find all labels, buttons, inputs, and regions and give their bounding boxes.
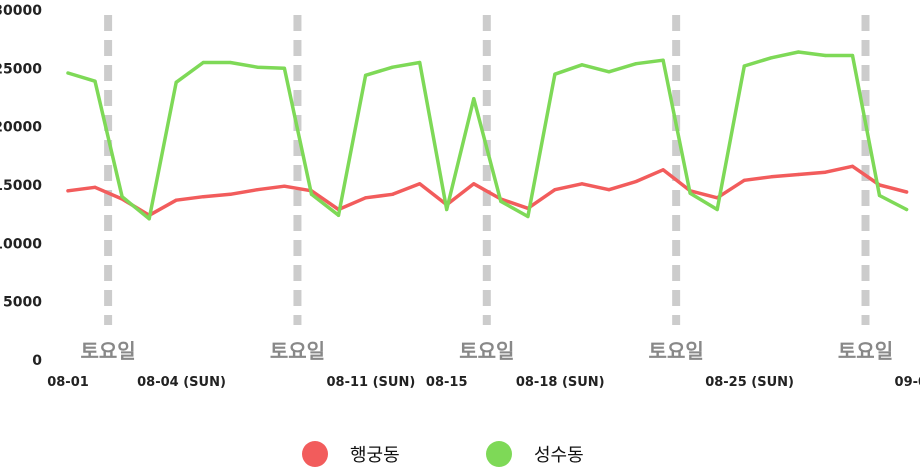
data-point — [553, 72, 557, 76]
data-point — [499, 199, 503, 203]
data-point — [796, 50, 800, 54]
data-point — [796, 172, 800, 177]
data-point — [850, 53, 855, 58]
data-point — [66, 71, 70, 75]
data-point — [309, 192, 314, 196]
legend-item-haenggung: 행궁동 — [302, 436, 400, 472]
saturday-label-3: 토요일 — [649, 339, 704, 363]
data-point — [418, 182, 422, 186]
data-point — [526, 214, 530, 219]
data-point — [823, 53, 828, 58]
data-point — [634, 62, 638, 66]
data-point — [93, 79, 97, 83]
data-point — [607, 70, 611, 74]
x-tick-label-5: 08-25 (SUN) — [705, 375, 794, 390]
y-tick-label-1: 25000 — [0, 61, 42, 77]
series-line-0 — [66, 164, 909, 218]
data-point — [850, 164, 855, 168]
data-point — [688, 191, 692, 195]
data-point — [607, 188, 611, 192]
y-tick-label-2: 20000 — [0, 120, 42, 136]
data-point — [769, 175, 773, 179]
x-tick-label-2: 08-11 (SUN) — [327, 375, 416, 390]
data-point — [282, 184, 286, 188]
legend-label-haenggung: 행궁동 — [350, 445, 400, 466]
x-tick-label-1: 08-04 (SUN) — [137, 375, 226, 390]
y-tick-label-6: 0 — [32, 353, 42, 369]
x-tick-label-6: 09-01 (SUN) — [895, 375, 920, 390]
data-point — [742, 64, 746, 68]
data-point — [228, 60, 232, 65]
data-point — [391, 65, 395, 69]
legend-label-seongsu: 성수동 — [534, 445, 584, 466]
data-point — [904, 207, 909, 212]
data-point — [634, 179, 638, 184]
data-point — [553, 188, 557, 192]
data-point — [147, 217, 151, 221]
data-point — [445, 207, 449, 212]
data-point — [228, 192, 232, 196]
data-point — [255, 65, 259, 69]
x-axis: 08-01 08-04 (SUN) 08-11 (SUN) 08-15 08-18 (S… — [47, 375, 920, 390]
data-point — [66, 189, 70, 193]
data-point — [769, 56, 773, 60]
saturday-label-1: 토요일 — [270, 339, 325, 363]
data-point — [904, 190, 909, 194]
legend: 행궁동 성수동 — [0, 436, 920, 472]
data-point — [472, 182, 476, 186]
series-lines — [66, 50, 909, 221]
data-point — [472, 97, 476, 101]
saturday-label-2: 토요일 — [459, 339, 514, 363]
saturday-markers: 토요일 토요일 토요일 토요일 토요일 — [80, 15, 893, 363]
legend-swatch-haenggung — [302, 441, 328, 467]
y-tick-label-0: 30000 — [0, 3, 42, 19]
data-point — [120, 195, 124, 199]
data-point — [201, 60, 205, 65]
data-point — [255, 188, 259, 192]
y-axis: 30000 25000 20000 15000 10000 5000 0 — [0, 3, 42, 369]
x-tick-label-3: 08-15 — [426, 375, 468, 390]
saturday-label-4: 토요일 — [838, 339, 893, 363]
data-point — [715, 207, 719, 212]
data-point — [823, 170, 828, 174]
data-point — [661, 58, 665, 62]
x-tick-label-0: 08-01 — [47, 375, 89, 390]
line-chart: 토요일 토요일 토요일 토요일 토요일 30000 25000 20000 15000 1000… — [0, 3, 920, 390]
data-point — [93, 185, 97, 189]
saturday-label-0: 토요일 — [80, 339, 135, 363]
legend-swatch-seongsu — [486, 441, 512, 467]
data-point — [877, 193, 882, 198]
data-point — [174, 198, 178, 202]
data-point — [742, 178, 746, 182]
data-point — [391, 192, 395, 196]
data-point — [661, 168, 665, 172]
legend-item-seongsu: 성수동 — [486, 436, 584, 472]
data-point — [201, 195, 205, 199]
x-tick-label-4: 08-18 (SUN) — [516, 375, 605, 390]
data-point — [580, 63, 584, 67]
data-point — [282, 66, 286, 70]
data-point — [174, 80, 178, 84]
y-tick-label-3: 15000 — [0, 178, 42, 194]
series-line-1 — [66, 50, 909, 221]
data-point — [418, 60, 422, 65]
y-tick-label-5: 5000 — [3, 295, 42, 311]
y-tick-label-4: 10000 — [0, 236, 42, 252]
data-point — [580, 182, 584, 186]
data-point — [363, 73, 368, 77]
data-point — [363, 196, 368, 200]
data-point — [336, 213, 341, 217]
